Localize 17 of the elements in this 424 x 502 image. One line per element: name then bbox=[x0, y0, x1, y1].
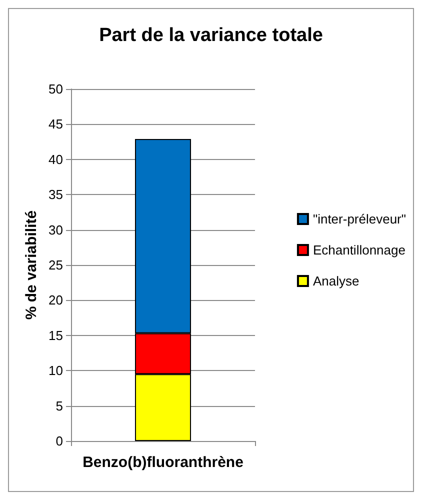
legend-label: Analyse bbox=[312, 274, 360, 288]
y-tick-label: 35 bbox=[48, 187, 63, 202]
y-tick-label: 5 bbox=[56, 398, 63, 414]
x-tick-label: Benzo(b)fluoranthrène bbox=[82, 454, 244, 471]
chart-title: Part de la variance totale bbox=[99, 25, 323, 46]
y-tick-label: 25 bbox=[48, 258, 63, 272]
y-axis-title: % de variabilité bbox=[23, 210, 40, 320]
legend-label: "inter-préleveur" bbox=[312, 212, 406, 226]
y-tick-label: 50 bbox=[48, 82, 63, 96]
y-tick-label: 20 bbox=[48, 292, 63, 308]
y-tick-label: 30 bbox=[48, 222, 63, 238]
y-tick-label: 15 bbox=[48, 328, 63, 343]
legend-label: Echantillonnage bbox=[312, 242, 406, 258]
y-tick-label: 45 bbox=[48, 116, 63, 132]
y-tick-label: 0 bbox=[56, 434, 63, 448]
y-tick-label: 10 bbox=[48, 363, 63, 378]
y-tick-label: 40 bbox=[48, 152, 63, 167]
